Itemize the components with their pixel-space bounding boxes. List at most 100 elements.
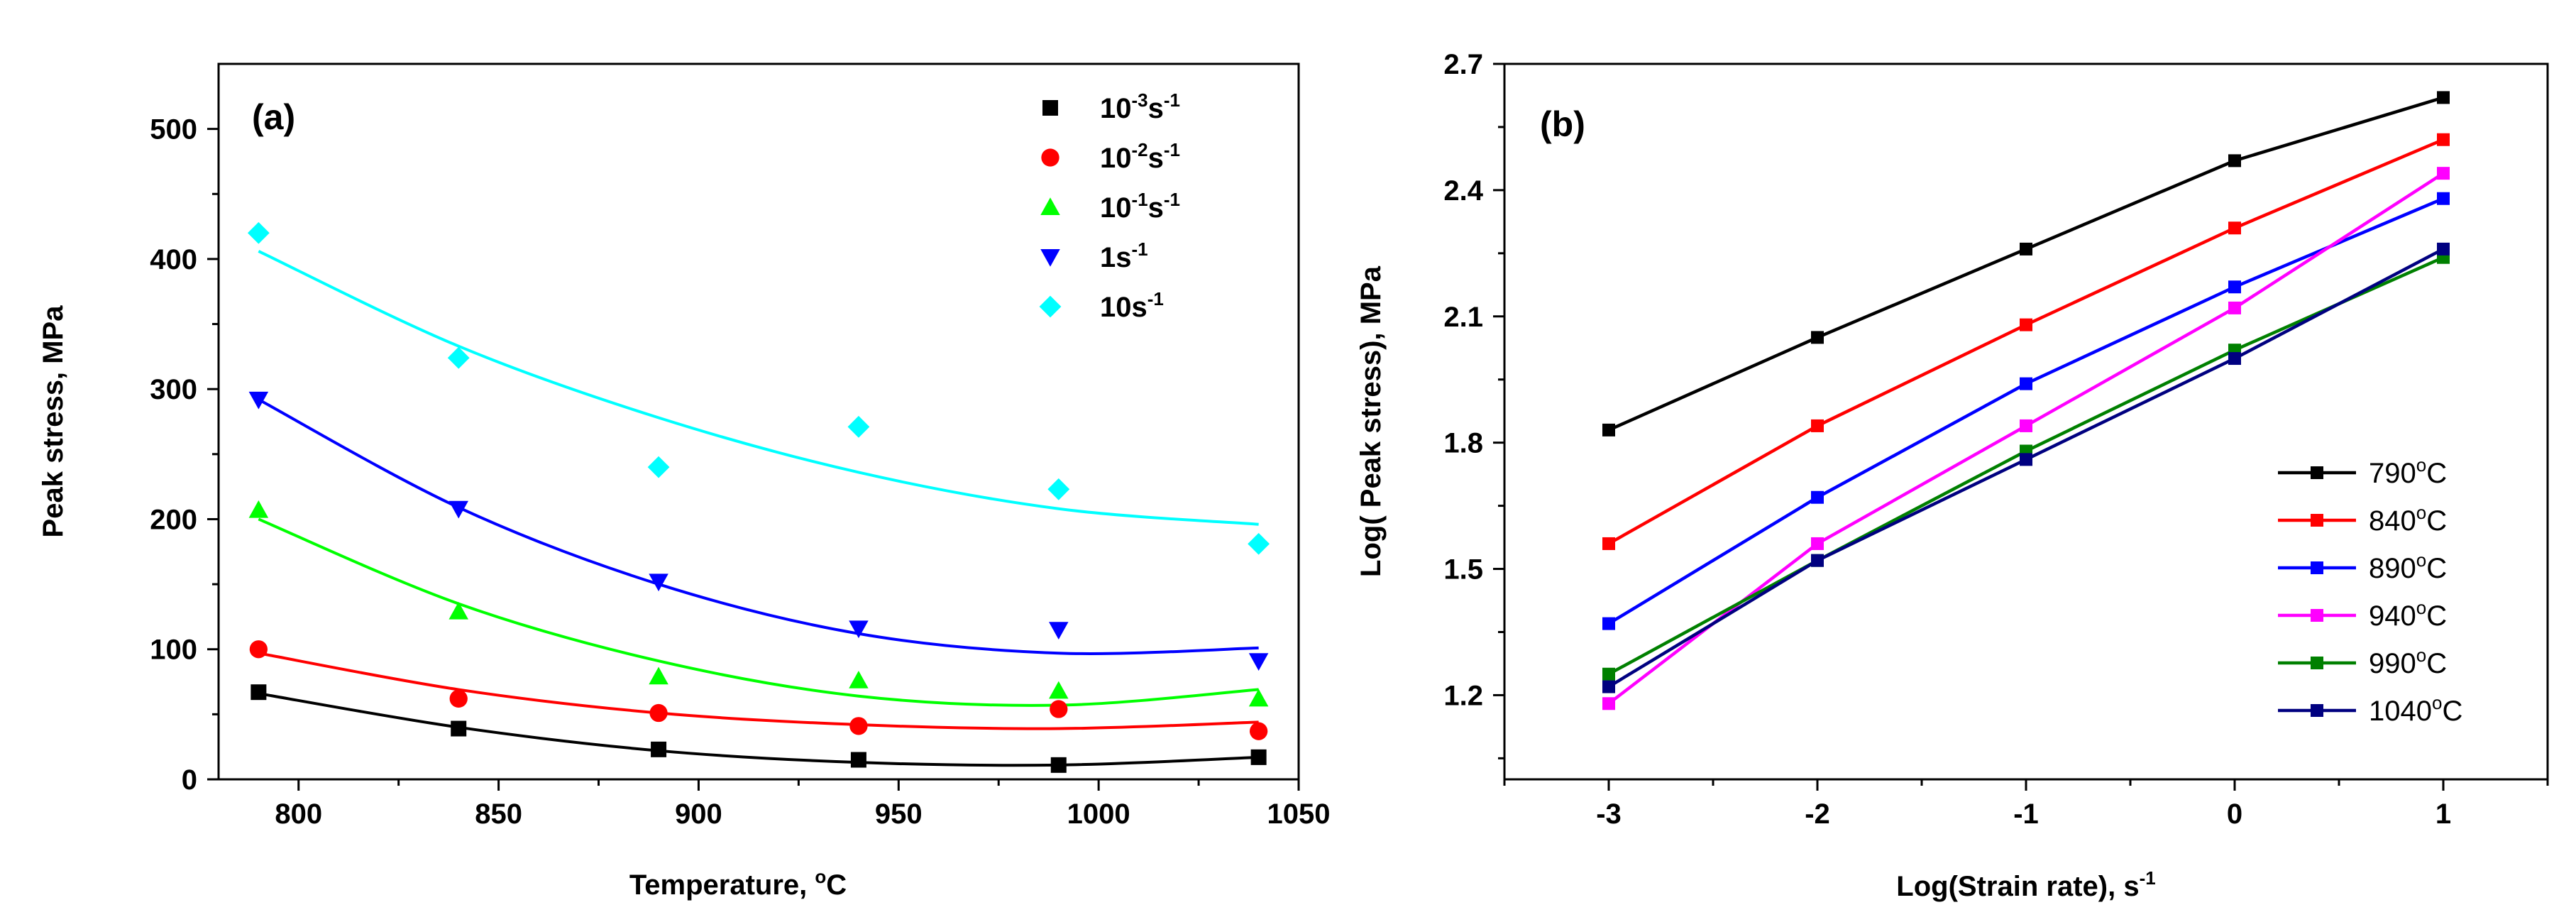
panel-b-legend-label: 1040oC	[2369, 692, 2462, 727]
panel-b-legend-marker	[2311, 466, 2323, 479]
panel-b-y-tick-label: 1.5	[1443, 554, 1483, 586]
panel-b-x-axis-title: Log(Strain rate), s-1	[1896, 867, 2155, 902]
panel-a-legend-marker	[1041, 148, 1059, 167]
panel-a-y-tick-label: 500	[150, 114, 197, 146]
panel-b-series-line	[1607, 197, 2444, 625]
panel-a-data-point	[1248, 688, 1269, 707]
panel-a-legend-label: 10-1s-1	[1100, 189, 1180, 224]
panel-b-data-point	[2020, 453, 2032, 466]
panel-b-legend-marker	[2311, 657, 2323, 669]
panel-a-fit-curve	[258, 692, 1259, 767]
panel-a-x-ticks: 800 850 900 950 1000 1050	[275, 779, 1330, 830]
panel-b-data-point	[1602, 423, 1615, 437]
panel-a-data-point	[248, 500, 269, 518]
panel-b-data-point	[1811, 537, 1824, 550]
panel-a-data-point	[448, 500, 468, 519]
panel-a-fit-curves	[258, 250, 1259, 767]
panel-a-data-point	[651, 741, 667, 757]
panel-a-data-point	[649, 666, 668, 685]
panel-a-x-tick-label: 900	[675, 798, 722, 830]
panel-b-legend-marker	[2311, 514, 2323, 527]
panel-a-data-point	[1050, 757, 1067, 773]
panel-a-data-point	[1050, 700, 1068, 718]
panel-a-x-tick-label: 850	[475, 798, 522, 830]
panel-a-legend-marker	[1040, 197, 1060, 215]
panel-a-y-tick-label: 300	[150, 374, 197, 405]
panel-a-data-points	[247, 221, 1270, 773]
panel-a-x-title-end: C	[826, 869, 847, 901]
panel-b-legend-label: 990oC	[2369, 644, 2447, 679]
panel-a-x-tick-label: 800	[275, 798, 322, 830]
panel-b-legend-label: 790oC	[2369, 454, 2447, 489]
panel-b-data-point	[1811, 331, 1824, 344]
panel-b-legend: 790oC 840oC 890oC 940oC 990oC 1040oC	[2278, 454, 2462, 727]
panel-b-legend-label: 940oC	[2369, 597, 2447, 632]
panel-b-data-point	[2228, 154, 2241, 168]
panel-a-y-tick-label: 0	[182, 764, 197, 796]
panel-a-fit-curve	[258, 250, 1259, 526]
panel-a-x-title-sup: o	[815, 866, 826, 887]
panel-a-data-point	[251, 684, 267, 701]
panel-b-data-point	[1602, 537, 1615, 550]
panel-b-legend-marker	[2311, 704, 2323, 717]
panel-a-data-point	[1248, 532, 1270, 555]
panel-a-data-point	[248, 391, 269, 410]
panel-a-data-point	[247, 221, 270, 244]
panel-b-y-axis-title: Log( Peak stress), MPa	[1355, 265, 1387, 577]
panel-b-data-point	[1811, 419, 1824, 432]
panel-a-legend-label: 10-3s-1	[1100, 89, 1180, 124]
panel-a-fit-curve	[258, 398, 1259, 655]
panel-a-x-title-main: Temperature,	[629, 869, 815, 901]
panel-a-data-point	[847, 415, 870, 438]
panel-a-data-point	[1249, 722, 1268, 740]
panel-a-data-point	[849, 717, 868, 735]
panel-a-legend: 10-3s-1 10-2s-1 10-1s-1 1s-1 10s-1	[1039, 89, 1180, 323]
panel-b-data-point	[2228, 352, 2241, 366]
panel-b-data-point	[2437, 167, 2450, 180]
panel-a-legend-marker	[1040, 249, 1060, 267]
panel-a-data-point	[1250, 749, 1267, 765]
panel-a-x-tick-label: 950	[875, 798, 923, 830]
panel-a-data-point	[451, 720, 467, 737]
panel-a-fit-curve	[258, 517, 1259, 707]
panel-b-y-tick-label: 2.4	[1443, 175, 1483, 207]
panel-b-x-tick-label: 1	[2435, 798, 2451, 830]
panel-a-data-point	[448, 601, 468, 620]
panel-b-x-tick-label: 0	[2227, 798, 2242, 830]
panel-a-x-tick-label: 1050	[1267, 798, 1331, 830]
panel-b-data-point	[2020, 318, 2032, 331]
panel-a-data-point	[649, 573, 668, 592]
panel-b-data-point	[2020, 242, 2032, 256]
panel-b-series-line	[1607, 138, 2444, 545]
panel-a-data-point	[447, 346, 470, 369]
panel-b-legend-marker	[2311, 561, 2323, 574]
panel-a-x-axis-title: Temperature, oC	[629, 866, 847, 901]
panel-a-data-point	[1047, 478, 1070, 500]
panel-a-x-tick-label: 1000	[1067, 798, 1130, 830]
panel-b-data-point	[2228, 221, 2241, 235]
panel-b-data-point	[2437, 192, 2450, 205]
panel-b-legend-label: 890oC	[2369, 549, 2447, 584]
panel-a-y-tick-label: 100	[150, 635, 197, 666]
panel-a-data-point	[449, 689, 468, 708]
panel-b-chart: -3 -2 -1 0 1 1.2 1.5 1.8 2.1 2.4 2.7 (b) Log( Pea…	[1355, 49, 2549, 902]
panel-a-plot-frame	[217, 62, 1300, 781]
panel-a-legend-marker	[1042, 100, 1058, 116]
panel-a-data-point	[1248, 653, 1269, 671]
panel-a-data-point	[849, 670, 869, 688]
panel-b-x-title-main: Log(Strain rate), s	[1896, 871, 2139, 902]
panel-b-x-ticks: -3 -2 -1 0 1	[1503, 779, 2549, 830]
panel-a-y-tick-label: 400	[150, 244, 197, 275]
panel-a-legend-label: 1s-1	[1100, 238, 1148, 273]
panel-a-fit-curve	[258, 652, 1259, 730]
panel-a-data-point	[1049, 622, 1069, 640]
panel-a-y-axis-title: Peak stress, MPa	[38, 305, 69, 538]
panel-b-y-tick-label: 2.1	[1443, 302, 1483, 333]
panel-b-y-tick-label: 1.2	[1443, 680, 1483, 711]
panel-b-x-tick-label: -1	[2013, 798, 2039, 830]
panel-b-data-point	[2020, 377, 2032, 390]
panel-b-data-point	[1602, 680, 1615, 693]
panel-a-chart: 800 850 900 950 1000 1050 0 100 200 300 400 500 (a…	[38, 62, 1330, 901]
panel-a-y-ticks: 0 100 200 300 400 500	[150, 114, 219, 796]
panel-a-legend-marker	[1039, 295, 1062, 318]
